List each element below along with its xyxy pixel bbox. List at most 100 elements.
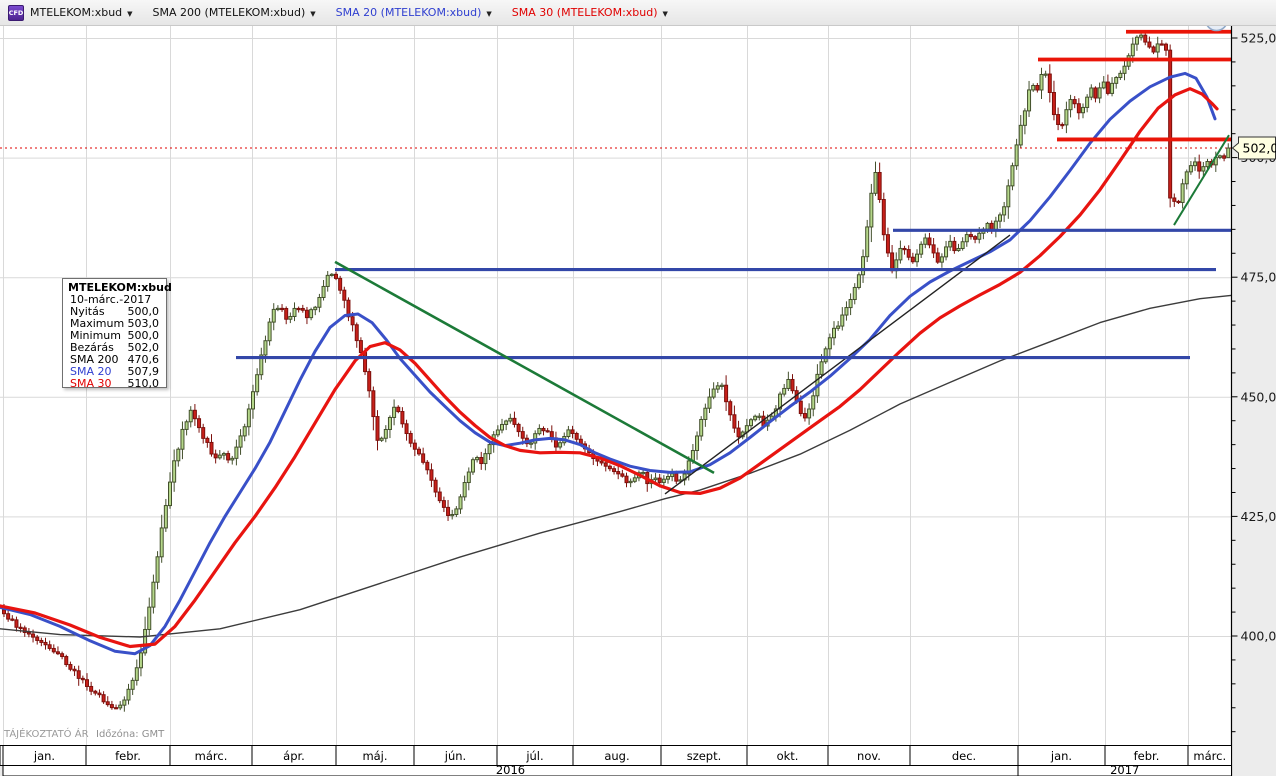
candle-body <box>396 406 401 413</box>
candle-body <box>1180 183 1185 203</box>
candle-body <box>641 471 646 475</box>
candle-body <box>118 704 123 709</box>
tooltip-row-sma-30: SMA 30 510,0 <box>70 377 159 390</box>
candle-body <box>22 627 27 634</box>
candle-body <box>329 273 334 277</box>
green-trendline[interactable] <box>1173 134 1230 226</box>
candle-body <box>1114 77 1119 84</box>
candle-body <box>906 249 911 258</box>
candle-body <box>450 513 455 517</box>
candle-body <box>512 417 517 425</box>
candle-body <box>1051 92 1056 116</box>
sma200-selector[interactable]: SMA 200 (MTELEKOM:xbud) ▼ <box>153 6 316 19</box>
candle-body <box>1006 185 1011 208</box>
candle-body <box>1201 166 1206 172</box>
candle-body <box>715 385 720 390</box>
candle-body <box>749 419 753 427</box>
candle-body <box>188 409 193 423</box>
black-trendline[interactable] <box>664 234 1011 495</box>
sma20-selector[interactable]: SMA 20 (MTELEKOM:xbud) ▼ <box>336 6 492 19</box>
candle-body <box>881 198 886 236</box>
candle-body <box>1097 87 1102 99</box>
candle-body <box>802 413 807 419</box>
tooltip-row-maximum: Maximum 503,0 <box>70 317 159 330</box>
candle-body <box>1085 96 1090 108</box>
candle-body <box>143 628 148 654</box>
candle-body <box>657 477 662 483</box>
month-label: szept. <box>687 749 722 763</box>
candle-body <box>159 527 164 558</box>
candle-body <box>852 286 857 301</box>
candle-body <box>126 688 131 701</box>
current-price-badge-text: 502,0 <box>1243 141 1276 156</box>
candle-body <box>607 465 612 470</box>
candle-body <box>612 468 617 473</box>
cfd-badge: CFD <box>8 4 24 21</box>
candle-body <box>1205 161 1210 168</box>
candle-body <box>836 325 841 329</box>
candle-body <box>724 384 729 403</box>
candle-body <box>367 371 372 392</box>
candle-body <box>93 690 98 694</box>
candle-body <box>541 427 546 432</box>
candle-body <box>632 477 637 482</box>
candle-body <box>392 406 397 418</box>
candle-body <box>1193 161 1198 167</box>
candle-body <box>786 378 791 389</box>
candle-body <box>221 453 226 456</box>
candle-body <box>695 435 700 452</box>
candle-body <box>1031 85 1036 91</box>
candle-body <box>209 441 214 455</box>
candle-body <box>653 477 658 481</box>
ohlc-tooltip: MTELEKOM:xbud 10-márc.-2017 Nyitás 500,0 M… <box>62 278 172 390</box>
candle-body <box>998 214 1002 222</box>
candle-body <box>1197 161 1202 172</box>
candle-body <box>566 429 571 438</box>
candle-body <box>790 378 795 392</box>
candle-body <box>230 457 235 461</box>
candle-body <box>350 316 355 326</box>
candle-body <box>919 243 924 255</box>
candle-body <box>1159 43 1164 46</box>
candle-body <box>1134 36 1139 45</box>
green-trendline[interactable] <box>334 260 715 475</box>
candle-body <box>558 442 563 448</box>
candle-body <box>1056 114 1061 125</box>
sma30-selector[interactable]: SMA 30 (MTELEKOM:xbud) ▼ <box>512 6 668 19</box>
gridlines <box>0 25 1232 746</box>
candle-body <box>861 256 866 276</box>
candle-body <box>1184 171 1189 185</box>
candle-body <box>1143 34 1148 43</box>
candle-body <box>661 478 666 483</box>
candle-body <box>251 391 255 410</box>
chevron-down-icon: ▼ <box>662 9 668 18</box>
candle-body <box>172 460 177 483</box>
candle-body <box>1043 73 1048 76</box>
candle-body <box>176 448 181 462</box>
tooltip-row-sma-200: SMA 200 470,6 <box>70 353 159 366</box>
candle-body <box>184 421 189 430</box>
candle-body <box>520 431 525 439</box>
candle-body <box>304 309 309 319</box>
instrument-selector[interactable]: MTELEKOM:xbud ▼ <box>30 6 133 19</box>
candle-body <box>441 500 446 508</box>
candle-body <box>545 430 550 433</box>
candle-body <box>105 701 110 706</box>
candle-body <box>417 448 421 455</box>
candle-body <box>134 667 139 681</box>
candle-body <box>412 442 417 450</box>
candle-body <box>226 453 231 461</box>
candle-body <box>1022 110 1027 126</box>
tooltip-row-nyitás: Nyitás 500,0 <box>70 305 159 318</box>
plot-background <box>0 25 1232 746</box>
candle-body <box>271 308 276 323</box>
candle-body <box>915 253 919 263</box>
candle-body <box>383 428 388 439</box>
candle-body <box>180 428 185 450</box>
candle-body <box>1164 43 1168 51</box>
candle-body <box>408 433 413 444</box>
candle-body <box>529 442 534 445</box>
candle-body <box>1014 144 1019 167</box>
